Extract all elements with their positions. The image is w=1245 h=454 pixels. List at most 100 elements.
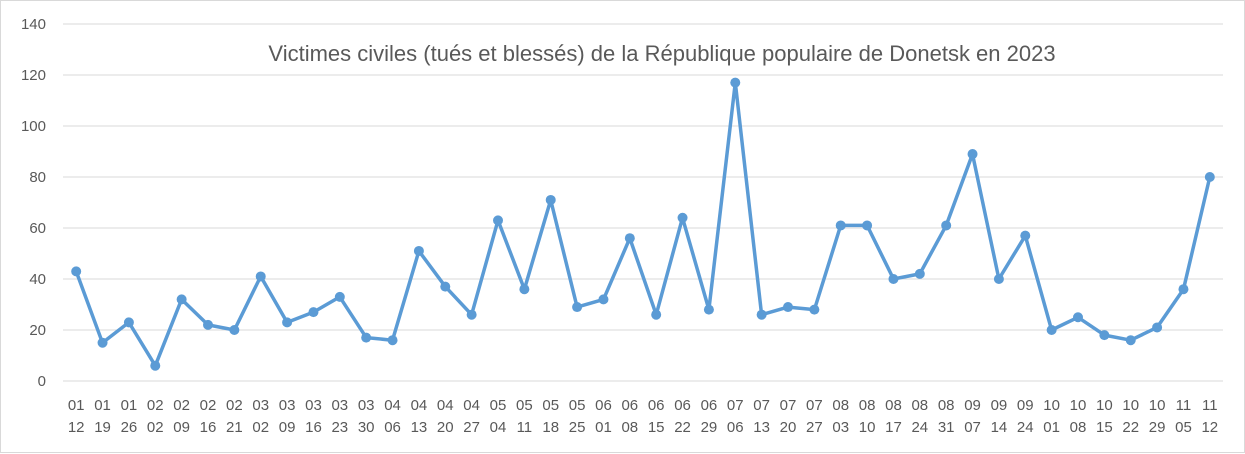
x-tick-label-month: 06	[595, 397, 612, 414]
x-tick-label-day: 08	[1070, 419, 1087, 436]
x-tick-label-day: 20	[437, 419, 454, 436]
x-tick-label-month: 08	[911, 397, 928, 414]
x-tick-label-month: 01	[94, 397, 111, 414]
x-tick-label-day: 17	[885, 419, 902, 436]
data-point	[440, 281, 451, 292]
x-tick-label-month: 07	[780, 397, 797, 414]
data-point	[1046, 325, 1057, 335]
y-tick-label: 140	[21, 16, 46, 33]
x-tick-label-month: 10	[1096, 397, 1113, 414]
data-point	[783, 302, 793, 313]
series-line-path	[74, 80, 1212, 368]
x-tick-label-month: 03	[305, 397, 322, 414]
data-point	[150, 360, 161, 371]
x-tick-label-day: 15	[1096, 419, 1113, 436]
x-tick-label-day: 16	[200, 419, 217, 436]
x-tick-label-month: 06	[701, 397, 718, 414]
x-axis-tick-labels: 01 12 01 19 01 26 02 02 02 09 02 16 02 21 03 02 03 09 03 16…	[68, 397, 1218, 436]
data-point	[308, 307, 319, 318]
data-point	[1099, 330, 1110, 341]
data-point	[97, 337, 108, 348]
x-tick-label-month: 08	[938, 397, 955, 414]
data-point	[624, 233, 635, 244]
data-point	[598, 294, 609, 305]
data-point	[756, 309, 767, 320]
x-tick-label-day: 26	[121, 419, 138, 436]
data-point	[519, 284, 530, 295]
data-point	[1073, 312, 1083, 323]
data-point	[466, 309, 477, 320]
x-tick-label-month: 09	[964, 397, 981, 414]
data-point	[71, 266, 82, 277]
y-tick-label: 120	[21, 67, 46, 84]
x-tick-label-month: 04	[411, 397, 428, 414]
x-tick-label-month: 03	[279, 397, 296, 414]
y-axis-tick-labels: 0 20 40 60 80 100 120 140	[21, 16, 46, 390]
x-tick-label-month: 06	[621, 397, 638, 414]
data-point	[1020, 230, 1031, 241]
x-tick-label-month: 07	[727, 397, 744, 414]
x-tick-label-day: 03	[832, 419, 849, 436]
x-tick-label-month: 06	[674, 397, 691, 414]
data-point	[809, 304, 820, 315]
x-tick-label-month: 01	[121, 397, 138, 414]
x-tick-label-day: 27	[806, 419, 823, 436]
data-point	[835, 220, 846, 231]
x-tick-label-month: 05	[542, 397, 559, 414]
y-tick-label: 0	[38, 373, 46, 390]
data-point	[967, 149, 978, 160]
data-point	[941, 220, 952, 231]
x-tick-label-month: 10	[1122, 397, 1139, 414]
x-tick-label-day: 15	[648, 419, 665, 436]
x-tick-label-month: 04	[384, 397, 401, 414]
x-tick-label-day: 12	[68, 419, 85, 436]
x-tick-label-month: 10	[1070, 397, 1087, 414]
x-tick-label-day: 16	[305, 419, 322, 436]
x-tick-label-month: 05	[569, 397, 586, 414]
data-point	[703, 304, 714, 315]
x-tick-label-day: 11	[517, 419, 533, 436]
data-point	[862, 220, 873, 231]
data-point	[888, 274, 899, 284]
x-tick-label-month: 07	[806, 397, 823, 414]
y-tick-label: 40	[29, 271, 46, 288]
x-tick-label-day: 05	[1175, 419, 1192, 436]
x-tick-label-day: 24	[1017, 419, 1034, 436]
x-tick-label-day: 02	[147, 419, 164, 436]
y-tick-label: 80	[29, 169, 46, 186]
series-points	[71, 77, 1215, 371]
x-tick-label-day: 10	[859, 419, 876, 436]
x-tick-label-month: 08	[859, 397, 876, 414]
x-tick-label-day: 13	[753, 419, 770, 436]
x-tick-label-month: 02	[226, 397, 243, 414]
x-tick-label-month: 01	[68, 397, 85, 414]
x-tick-label-day: 01	[595, 419, 612, 436]
x-tick-label-month: 04	[437, 397, 454, 414]
x-tick-label-day: 09	[279, 419, 296, 436]
x-tick-label-month: 03	[331, 397, 348, 414]
x-tick-label-day: 22	[674, 419, 691, 436]
data-point	[334, 291, 345, 302]
x-tick-label-day: 29	[1149, 419, 1166, 436]
data-point	[203, 319, 213, 330]
x-tick-label-month: 08	[885, 397, 902, 414]
data-point	[677, 212, 688, 223]
x-tick-label-month: 09	[991, 397, 1008, 414]
y-tick-label: 20	[29, 322, 46, 339]
x-tick-label-month: 02	[173, 397, 190, 414]
x-tick-label-day: 31	[938, 419, 955, 436]
x-tick-label-day: 07	[964, 419, 981, 436]
x-tick-label-month: 11	[1202, 397, 1218, 414]
x-tick-label-day: 01	[1043, 419, 1060, 436]
data-point	[229, 325, 240, 335]
y-tick-label: 100	[21, 118, 46, 135]
gridlines	[63, 23, 1223, 331]
x-tick-label-month: 02	[147, 397, 164, 414]
data-point	[993, 274, 1004, 284]
data-point	[651, 309, 662, 320]
data-point	[413, 245, 424, 256]
x-tick-label-month: 05	[490, 397, 507, 414]
data-point	[387, 335, 398, 346]
x-tick-label-month: 11	[1176, 397, 1192, 414]
